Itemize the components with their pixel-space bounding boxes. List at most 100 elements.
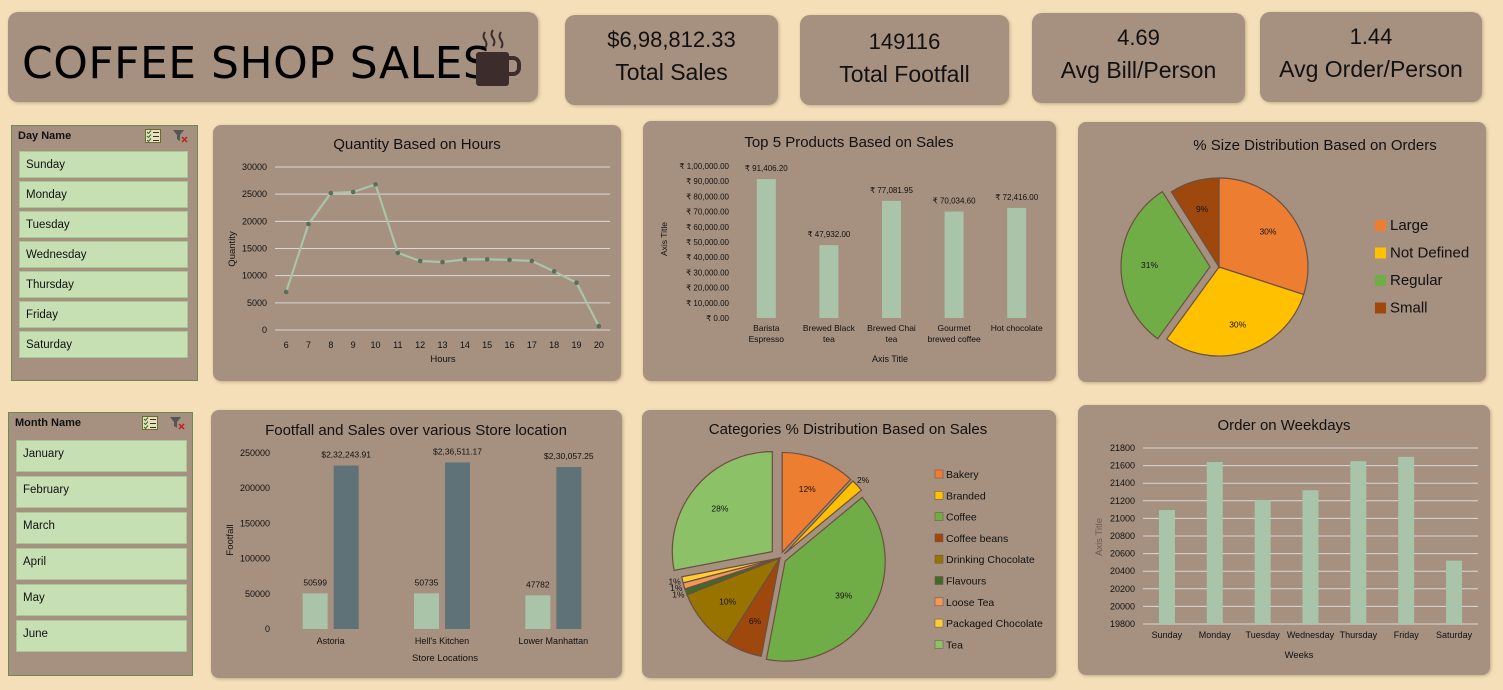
legend-swatch [934, 597, 944, 607]
slicer-month-name: Month Name January February March April May J… [8, 412, 193, 676]
y-tick-label: 30000 [242, 162, 267, 172]
x-axis-title: Axis Title [872, 354, 908, 364]
legend-label: Coffee beans [946, 533, 1008, 545]
x-tick-label: 19 [571, 340, 581, 350]
chart-size-distribution: % Size Distribution Based on Orders 30% 30… [1078, 122, 1486, 382]
chart-quantity-hours: Quantity Based on Hours 0 5000 10000 15000 20… [213, 125, 621, 381]
x-tick-label: 6 [284, 340, 289, 350]
legend-swatch [934, 618, 944, 628]
slicer-item-friday[interactable]: Friday [19, 301, 188, 328]
bar [302, 593, 328, 629]
data-label: ₹ 72,416.00 [995, 193, 1038, 202]
y-tick-label: 21800 [1110, 443, 1135, 453]
y-tick-label: 0 [262, 325, 267, 335]
y-axis-title: Quantity [227, 231, 238, 267]
data-point [484, 257, 490, 262]
data-point [551, 269, 557, 274]
pie-slice [1218, 177, 1309, 296]
slicer-day-name: Day Name Sunday Monday Tuesday Wednesday Thu… [11, 125, 198, 381]
data-point [596, 323, 602, 329]
chart-orders-weekdays: Order on Weekdays 19800 20000 20200 20400 206… [1078, 405, 1490, 675]
data-point [462, 257, 468, 262]
legend-label: Loose Tea [946, 597, 994, 609]
slicer-item-monday[interactable]: Monday [19, 181, 188, 208]
multi-select-icon[interactable] [142, 416, 158, 430]
kpi-total-footfall: 149116 Total Footfall [800, 15, 1009, 105]
clear-filter-icon[interactable] [169, 416, 185, 430]
slicer-item-thursday[interactable]: Thursday [19, 271, 188, 298]
y-tick-label: 200000 [240, 483, 270, 493]
y-tick-label: 0 [265, 624, 270, 634]
data-label: $2,30,057.25 [544, 451, 594, 461]
x-axis-title: Hours [430, 354, 456, 365]
chart-title: % Size Distribution Based on Orders [1193, 137, 1436, 154]
legend-label: Drinking Chocolate [946, 554, 1035, 566]
x-tick-label: Lower Manhattan [519, 636, 589, 646]
bar-chart: Footfall and Sales over various Store lo… [225, 422, 594, 664]
data-point [574, 280, 579, 286]
data-point [373, 182, 378, 187]
y-tick-label: 150000 [240, 518, 270, 528]
kpi-avg-order: 1.44 Avg Order/Person [1260, 12, 1482, 102]
slicer-item-wednesday[interactable]: Wednesday [19, 241, 188, 268]
data-label: 31% [1141, 260, 1158, 270]
y-tick-label: 100000 [240, 554, 270, 564]
y-tick-label: 250000 [240, 448, 270, 458]
bar [1350, 461, 1367, 624]
data-label: 30% [1229, 320, 1246, 330]
y-tick-label: 21600 [1110, 461, 1135, 471]
title-card: COFFEE SHOP SALES [8, 12, 538, 102]
data-label: 1% [672, 590, 685, 600]
multi-select-icon[interactable] [145, 129, 161, 143]
kpi-label: Total Sales [615, 59, 728, 85]
slicer-title: Day Name [18, 130, 72, 142]
slicer-item-tuesday[interactable]: Tuesday [19, 211, 188, 238]
legend-swatch [934, 469, 944, 479]
x-tick-label: 11 [393, 340, 402, 350]
data-label: ₹ 70,034.60 [933, 197, 976, 206]
slicer-item-january[interactable]: January [16, 440, 187, 472]
kpi-value: 149116 [868, 29, 941, 54]
slicer-item-may[interactable]: May [16, 584, 187, 616]
slicer-item-april[interactable]: April [16, 548, 187, 580]
slicer-item-saturday[interactable]: Saturday [19, 331, 188, 358]
bar [525, 595, 551, 629]
data-point [283, 289, 289, 295]
legend-swatch [1375, 275, 1386, 286]
y-axis-title: Footfall [225, 524, 236, 555]
chart-title: Footfall and Sales over various Store lo… [265, 422, 567, 439]
y-tick-label: 5000 [247, 298, 267, 308]
y-tick-label: ₹ 40,000.00 [686, 253, 729, 262]
pie-slice [783, 480, 863, 555]
x-tick-label: Gourmet [938, 323, 972, 333]
slicer-item-june[interactable]: June [16, 620, 187, 652]
legend-label: Flavours [946, 576, 986, 588]
pie-chart: Categories % Distribution Based on Sales… [668, 421, 1043, 662]
slicer-item-sunday[interactable]: Sunday [19, 151, 188, 178]
data-point [440, 259, 445, 265]
legend-swatch [934, 576, 944, 585]
data-label: 12% [799, 484, 816, 494]
x-tick-label: Barista [753, 323, 780, 333]
slicer-title: Month Name [15, 417, 81, 429]
data-label: 28% [711, 503, 728, 513]
pie-slice [765, 496, 886, 662]
x-tick-label: Astoria [317, 636, 345, 646]
bar [819, 245, 839, 318]
slicer-item-february[interactable]: February [16, 476, 187, 508]
kpi-label: Total Footfall [839, 61, 970, 87]
legend-label: Coffee [946, 512, 977, 524]
clear-filter-icon[interactable] [172, 129, 188, 143]
slicer-item-march[interactable]: March [16, 512, 187, 544]
y-tick-label: 21400 [1110, 478, 1135, 488]
pie-slice [1170, 177, 1220, 270]
y-tick-label: ₹ 50,000.00 [686, 238, 729, 247]
chart-title: Top 5 Products Based on Sales [744, 134, 953, 151]
y-tick-label: ₹ 1,00,000.00 [679, 162, 729, 171]
kpi-value: 1.44 [1349, 24, 1393, 49]
bar [944, 211, 964, 318]
legend-label: Bakery [946, 469, 979, 481]
y-tick-label: 19800 [1110, 619, 1135, 629]
data-label: $2,36,511.17 [433, 446, 482, 456]
bar [445, 462, 470, 629]
